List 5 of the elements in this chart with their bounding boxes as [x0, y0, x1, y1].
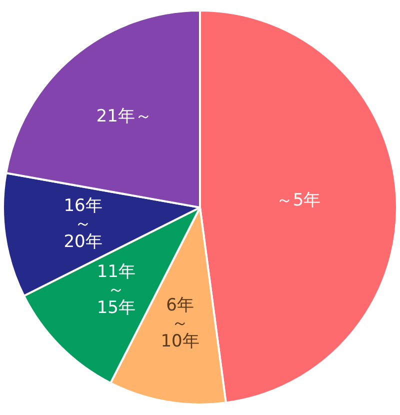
slice-label: 6年～10年 — [160, 295, 200, 352]
slice-label: 21年～ — [96, 106, 152, 126]
slice-label: ～5年 — [276, 190, 321, 210]
slice-label: 16年～20年 — [64, 196, 102, 252]
slice-label: 11年～15年 — [96, 262, 136, 318]
